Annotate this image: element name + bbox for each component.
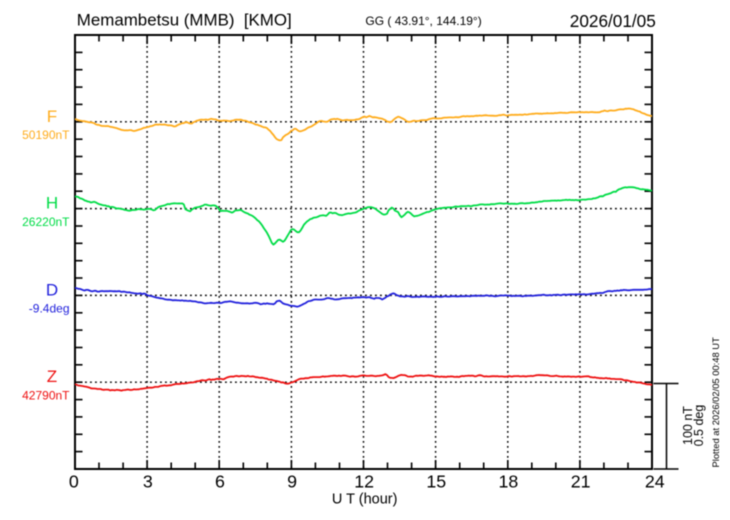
svg-text:18: 18 — [499, 472, 519, 492]
svg-text:42790nT: 42790nT — [22, 389, 70, 403]
svg-text:Memambetsu (MMB) [KMO]: Memambetsu (MMB) [KMO] — [77, 11, 292, 30]
svg-text:21: 21 — [571, 472, 591, 492]
svg-text:12: 12 — [354, 472, 374, 492]
svg-text:D: D — [46, 280, 58, 299]
svg-text:26220nT: 26220nT — [22, 215, 70, 229]
svg-text:H: H — [46, 194, 58, 213]
svg-text:3: 3 — [143, 472, 153, 492]
svg-text:15: 15 — [426, 472, 446, 492]
svg-text:F: F — [47, 107, 57, 126]
svg-text:24: 24 — [645, 472, 665, 492]
svg-text:-9.4deg: -9.4deg — [29, 302, 70, 316]
svg-text:6: 6 — [215, 472, 225, 492]
svg-text:2026/01/05: 2026/01/05 — [570, 11, 656, 31]
svg-text:Plotted at 2026/02/05 00:48 UT: Plotted at 2026/02/05 00:48 UT — [710, 337, 721, 468]
svg-text:0: 0 — [69, 472, 79, 492]
svg-text:9: 9 — [287, 472, 297, 492]
svg-text:0.5 deg: 0.5 deg — [692, 405, 706, 447]
svg-text:50190nT: 50190nT — [22, 128, 70, 142]
svg-text:Z: Z — [47, 367, 57, 386]
svg-text:GG ( 43.91°, 144.19°): GG ( 43.91°, 144.19°) — [365, 14, 481, 28]
svg-text:100 nT: 100 nT — [681, 406, 695, 445]
svg-text:U T (hour): U T (hour) — [332, 492, 398, 508]
